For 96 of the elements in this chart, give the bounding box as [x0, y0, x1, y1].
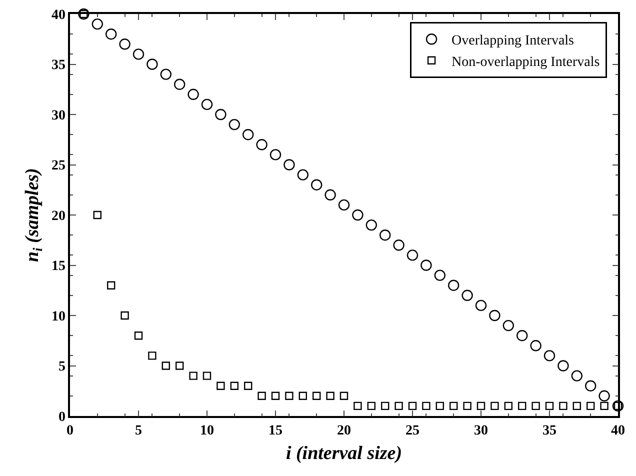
legend-label: Non-overlapping Intervals	[452, 54, 600, 70]
point	[132, 48, 144, 60]
point	[544, 350, 556, 362]
point	[408, 402, 417, 410]
x-tick-label: 40	[611, 424, 625, 439]
point	[380, 230, 391, 241]
point	[462, 290, 473, 301]
x-tick-label: 10	[200, 424, 214, 439]
point	[215, 108, 226, 120]
point	[420, 260, 432, 271]
point	[298, 392, 307, 400]
y-tick-label: 10	[51, 309, 66, 324]
point	[558, 360, 569, 372]
point	[176, 362, 184, 370]
point	[256, 139, 268, 150]
point	[202, 372, 212, 380]
point	[324, 189, 336, 200]
point	[326, 392, 334, 400]
point	[504, 402, 512, 410]
y-tick-label: 20	[51, 208, 66, 224]
point	[448, 280, 460, 291]
point	[216, 382, 225, 390]
point	[174, 78, 186, 90]
point	[502, 320, 514, 332]
point	[201, 98, 213, 110]
point	[285, 392, 294, 400]
point	[119, 38, 130, 50]
point	[258, 392, 266, 400]
point	[107, 281, 116, 290]
point	[270, 149, 282, 160]
x-tick-label: 25	[406, 424, 420, 439]
point	[381, 402, 390, 410]
x-tick-label: 15	[268, 424, 282, 439]
point	[188, 88, 199, 100]
point	[366, 219, 377, 231]
point	[189, 372, 198, 380]
point	[367, 402, 376, 410]
point	[162, 362, 170, 370]
point	[586, 402, 595, 410]
point	[571, 370, 582, 382]
y-tick-label: 35	[51, 58, 66, 74]
y-tick-label: 30	[51, 108, 66, 124]
point	[598, 390, 610, 402]
point	[312, 392, 321, 400]
point	[394, 402, 403, 410]
point	[585, 380, 596, 392]
point	[516, 330, 528, 342]
point	[93, 210, 102, 220]
y-tick-label: 40	[51, 8, 66, 23]
x-tick-label: 30	[474, 424, 488, 439]
point	[230, 382, 238, 390]
y-tick-label: 0	[58, 410, 66, 425]
point	[572, 402, 581, 410]
point	[489, 310, 500, 322]
point	[340, 392, 348, 400]
y-tick-label: 15	[51, 259, 66, 274]
point	[284, 159, 295, 170]
point	[271, 392, 280, 400]
point	[354, 402, 362, 410]
point	[242, 129, 254, 140]
point	[559, 402, 568, 410]
point	[532, 402, 540, 410]
point	[106, 28, 117, 40]
point	[406, 250, 418, 261]
point	[120, 311, 129, 320]
point	[545, 402, 554, 410]
point	[434, 270, 446, 281]
y-tick-label: 5	[58, 360, 66, 375]
point	[436, 402, 444, 410]
point	[228, 118, 240, 130]
point	[311, 179, 322, 190]
x-tick-label: 20	[337, 424, 351, 439]
point	[146, 58, 158, 70]
point	[530, 340, 542, 352]
point	[92, 18, 103, 30]
point	[476, 402, 486, 410]
point	[422, 402, 430, 410]
point	[352, 209, 364, 221]
point	[393, 240, 404, 251]
y-tick-label: 25	[51, 158, 66, 174]
point	[338, 199, 350, 211]
x-tick-label: 5	[135, 424, 142, 439]
x-tick-label: 35	[542, 424, 556, 439]
point	[475, 300, 487, 312]
point	[297, 169, 308, 180]
point	[518, 402, 526, 410]
point	[463, 402, 472, 410]
point	[490, 402, 499, 410]
point	[148, 352, 156, 360]
point	[244, 382, 252, 390]
point	[600, 402, 608, 410]
point	[450, 402, 458, 410]
point	[160, 68, 172, 80]
point	[134, 332, 143, 340]
x-axis-title: i (interval size)	[286, 442, 402, 464]
legend-label: Overlapping Intervals	[452, 34, 574, 49]
